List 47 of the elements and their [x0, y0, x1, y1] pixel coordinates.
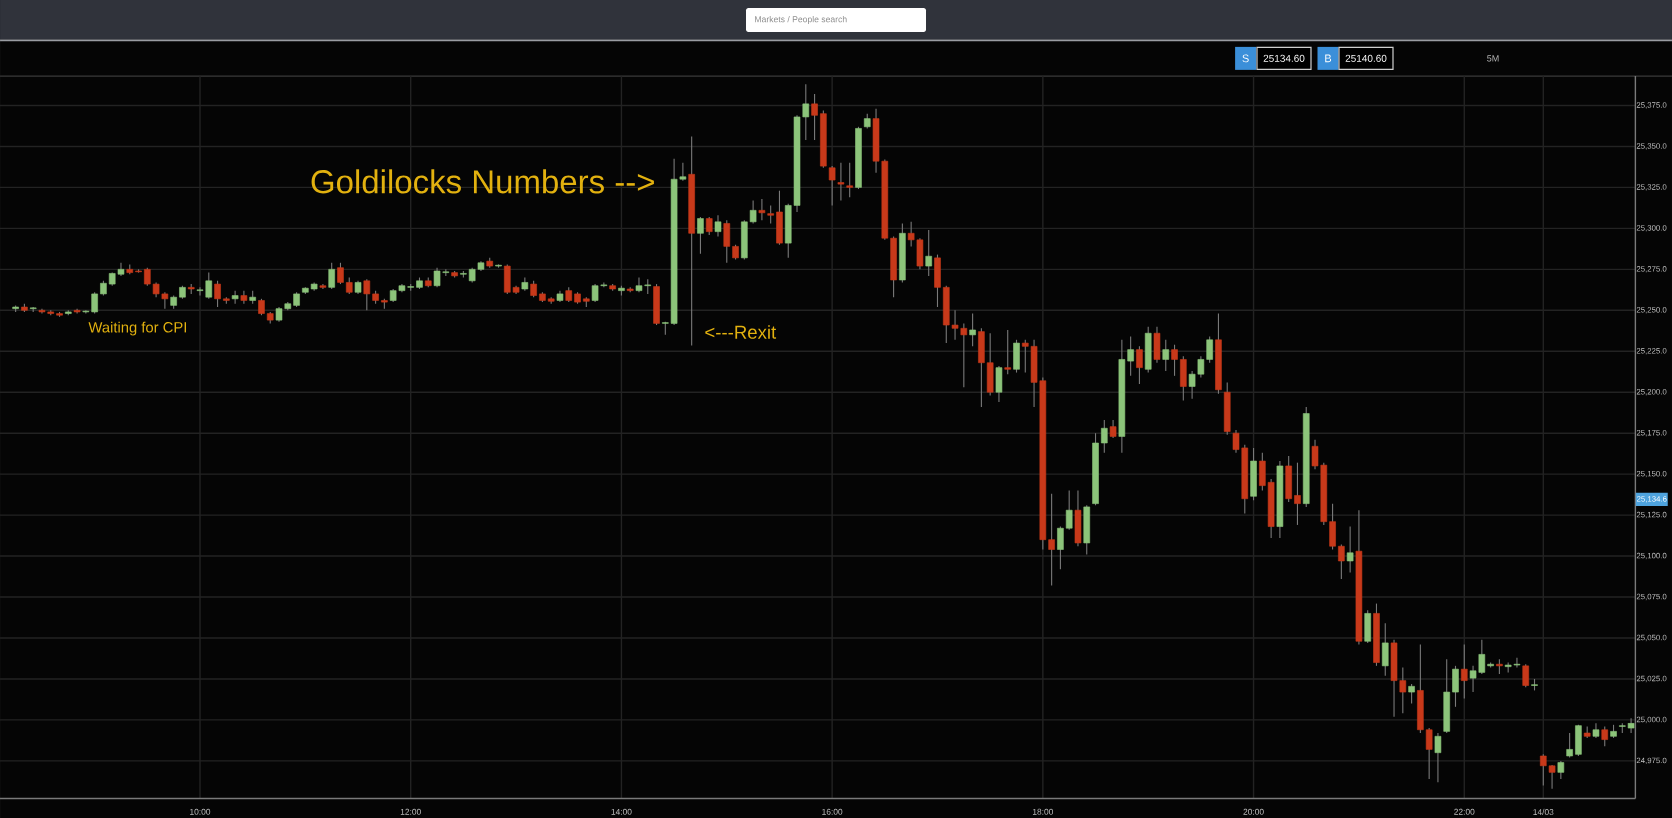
- candlestick: [1513, 657, 1521, 669]
- candlestick: [1136, 345, 1143, 385]
- candlestick: [758, 198, 766, 221]
- candlestick: [995, 365, 1003, 403]
- candlestick: [653, 283, 660, 326]
- candlestick: [1601, 725, 1609, 747]
- candlestick: [591, 283, 599, 303]
- annotation: Goldilocks Numbers -->: [311, 169, 654, 194]
- candlestick: [1434, 732, 1442, 783]
- candlestick: [1083, 504, 1091, 555]
- candlestick: [723, 219, 731, 264]
- candlestick: [846, 162, 853, 198]
- candlestick: [697, 216, 704, 255]
- candlestick: [899, 222, 906, 283]
- candlestick: [433, 267, 441, 288]
- candlestick: [1153, 326, 1161, 364]
- candlestick: [1109, 419, 1117, 439]
- annotation: <---Rexit: [705, 325, 777, 339]
- candlestick: [1346, 526, 1354, 574]
- candlestick: [1557, 760, 1565, 780]
- candlestick: [363, 278, 371, 311]
- candlestick: [714, 214, 722, 238]
- candlestick: [635, 276, 643, 293]
- candlestick: [117, 262, 125, 277]
- candlestick: [1004, 329, 1012, 375]
- candlestick: [231, 290, 239, 305]
- candlestick: [705, 216, 713, 236]
- candlestick: [240, 290, 248, 305]
- candlestick: [916, 237, 924, 270]
- candlestick: [328, 262, 335, 290]
- candlestick: [969, 313, 976, 347]
- candlestick: [1460, 644, 1468, 700]
- candlestick: [1381, 622, 1389, 677]
- candlestick: [1223, 381, 1231, 436]
- candlestick: [986, 332, 994, 397]
- candlestick: [1250, 447, 1257, 501]
- candlestick: [925, 229, 932, 277]
- candlestick: [1074, 489, 1082, 547]
- candlestick: [828, 165, 836, 206]
- candlestick: [1364, 609, 1371, 644]
- candlestick: [1408, 683, 1415, 705]
- candlestick: [1144, 326, 1152, 374]
- candlestick: [1522, 663, 1530, 688]
- candlestick: [1162, 339, 1170, 372]
- candlestick: [1390, 639, 1398, 718]
- candlestick: [1013, 339, 1020, 374]
- candlestick: [837, 162, 845, 202]
